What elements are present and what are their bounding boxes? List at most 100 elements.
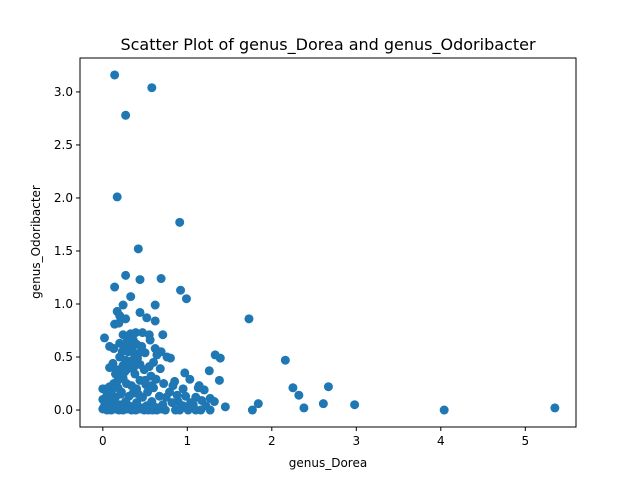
- data-point: [175, 217, 185, 227]
- data-point: [127, 346, 137, 356]
- data-point: [145, 335, 155, 345]
- data-point: [288, 383, 298, 393]
- data-point: [118, 300, 128, 310]
- data-point: [159, 379, 169, 389]
- data-point: [152, 350, 162, 360]
- data-point: [121, 314, 131, 324]
- data-point: [253, 399, 263, 409]
- x-axis-ticks: 0 1 2 3 4 5: [99, 427, 529, 448]
- x-axis-label: genus_Dorea: [289, 456, 367, 470]
- plot-area-frame: [79, 57, 577, 428]
- data-point: [181, 391, 191, 401]
- data-point: [299, 403, 309, 413]
- data-point: [121, 110, 131, 120]
- points-group: [98, 70, 560, 415]
- data-point: [154, 391, 164, 401]
- data-point: [138, 403, 148, 413]
- chart-title: Scatter Plot of genus_Dorea and genus_Od…: [120, 35, 535, 55]
- data-point: [124, 338, 134, 348]
- data-point: [196, 405, 206, 415]
- data-point: [126, 292, 136, 302]
- data-point: [135, 307, 145, 317]
- data-point: [109, 344, 119, 354]
- data-point: [147, 381, 157, 391]
- data-point: [205, 405, 215, 415]
- data-point: [209, 397, 219, 407]
- data-point: [117, 347, 127, 357]
- data-point: [129, 362, 139, 372]
- data-point: [135, 275, 145, 285]
- data-point: [110, 70, 120, 80]
- data-point: [136, 347, 146, 357]
- data-point: [131, 328, 141, 338]
- data-point: [133, 389, 143, 399]
- data-point: [130, 369, 140, 379]
- data-point: [323, 382, 333, 392]
- data-point: [220, 402, 230, 412]
- x-tick-label: 0: [99, 434, 107, 448]
- y-axis-ticks: 0.0 0.5 1.0 1.5 2.0 2.5 3.0: [54, 85, 80, 417]
- data-point: [113, 375, 123, 385]
- data-point: [294, 390, 304, 400]
- x-tick-label: 4: [437, 434, 445, 448]
- data-point: [150, 300, 160, 310]
- data-point: [550, 403, 560, 413]
- x-tick-label: 2: [268, 434, 276, 448]
- data-point: [318, 399, 328, 409]
- data-point: [100, 333, 109, 343]
- data-point: [214, 375, 224, 385]
- x-tick-label: 1: [183, 434, 191, 448]
- data-point: [247, 405, 257, 415]
- y-axis-label: genus_Odoribacter: [29, 185, 43, 299]
- data-point: [280, 355, 290, 365]
- data-point: [181, 294, 191, 304]
- data-point: [116, 389, 126, 399]
- data-point: [114, 318, 124, 328]
- data-point: [122, 358, 132, 368]
- x-tick-label: 5: [521, 434, 529, 448]
- data-point: [204, 366, 214, 376]
- data-point: [172, 390, 182, 400]
- y-tick-label: 3.0: [54, 85, 73, 99]
- data-point: [161, 392, 171, 402]
- y-tick-label: 1.0: [54, 297, 73, 311]
- data-point: [133, 244, 143, 254]
- y-tick-label: 0.5: [54, 350, 73, 364]
- data-point: [138, 328, 148, 338]
- data-point: [180, 368, 190, 378]
- data-point: [188, 400, 198, 410]
- data-point: [165, 353, 175, 363]
- y-tick-label: 2.0: [54, 191, 73, 205]
- data-point: [155, 364, 165, 374]
- data-point: [439, 405, 449, 415]
- data-point: [147, 83, 157, 93]
- data-point: [244, 314, 254, 324]
- data-point: [110, 282, 120, 292]
- data-point: [160, 405, 170, 415]
- y-tick-label: 2.5: [54, 138, 73, 152]
- y-tick-label: 1.5: [54, 244, 73, 258]
- data-point: [120, 367, 130, 377]
- data-point: [156, 274, 166, 284]
- data-point: [175, 405, 185, 415]
- y-tick-label: 0.0: [54, 403, 73, 417]
- data-point: [150, 316, 160, 326]
- x-tick-label: 3: [352, 434, 360, 448]
- data-point: [167, 398, 177, 408]
- data-point: [350, 400, 360, 410]
- data-point: [158, 330, 168, 340]
- data-point: [154, 403, 164, 413]
- data-point: [185, 374, 195, 384]
- data-point: [105, 363, 115, 373]
- data-point: [102, 389, 112, 399]
- data-point: [151, 374, 161, 384]
- data-point: [199, 385, 209, 395]
- data-point: [112, 192, 122, 202]
- data-point: [121, 270, 131, 280]
- data-point: [176, 285, 186, 295]
- data-point: [178, 384, 188, 394]
- data-point: [142, 313, 152, 323]
- data-point: [215, 353, 225, 363]
- data-point: [140, 375, 150, 385]
